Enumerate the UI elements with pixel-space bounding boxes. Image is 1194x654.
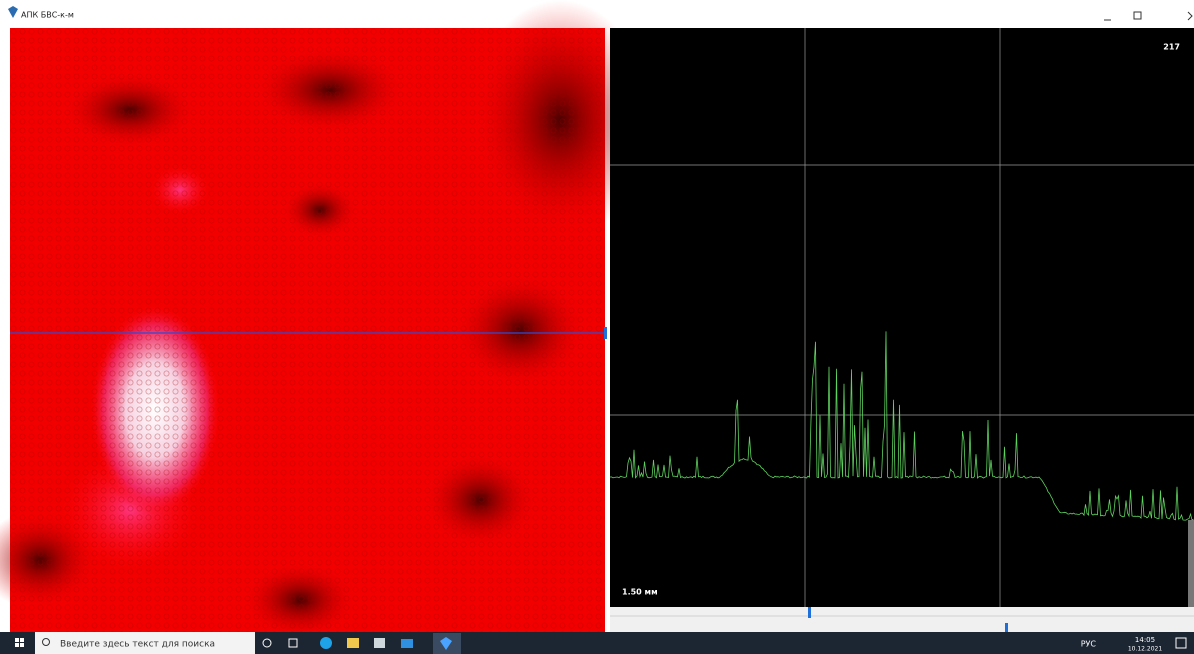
- explorer-icon[interactable]: [347, 638, 359, 648]
- signal-plot: 217 1.50 мм: [610, 28, 1194, 607]
- store-icon[interactable]: [374, 638, 385, 648]
- screen: АПК БВС-к-м 217 1.50 мм: [0, 0, 1194, 654]
- microscope-image: [0, 0, 650, 640]
- scrollbar-thumb[interactable]: [1188, 520, 1194, 607]
- slider-handle[interactable]: [1005, 623, 1008, 632]
- clock-time[interactable]: 14:05: [1135, 636, 1155, 644]
- edge-icon[interactable]: [320, 637, 332, 649]
- slider-area: [610, 607, 1194, 632]
- mail-icon[interactable]: [401, 639, 413, 648]
- search-placeholder: Введите здесь текст для поиска: [60, 640, 215, 650]
- scale-label: 1.50 мм: [622, 588, 658, 597]
- page: АПК БВС-к-м 217 1.50 мм: [0, 0, 1194, 654]
- input-language[interactable]: РУС: [1081, 640, 1097, 649]
- slider-handle[interactable]: [808, 607, 811, 618]
- clock-date[interactable]: 10.12.2021: [1128, 646, 1163, 653]
- row-marker[interactable]: [604, 327, 607, 339]
- counter: 217: [1163, 43, 1180, 52]
- window-title: АПК БВС-к-м: [21, 11, 74, 20]
